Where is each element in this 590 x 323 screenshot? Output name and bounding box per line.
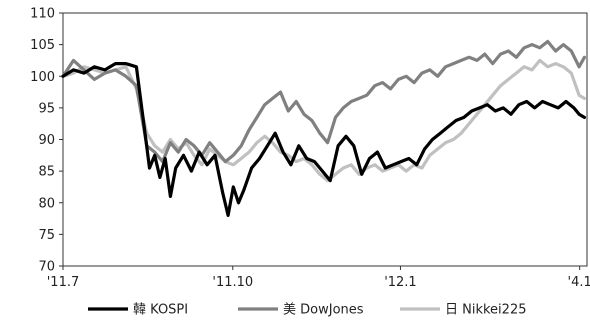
- y-tick-label: 90: [38, 133, 55, 148]
- x-tick-label: '12.1: [384, 275, 417, 290]
- y-tick-label: 85: [38, 165, 55, 180]
- x-tick-label: '11.10: [212, 275, 253, 290]
- series-line-2: [61, 58, 587, 183]
- y-tick-label: 70: [38, 260, 55, 275]
- y-axis: 70 75 80 85 90 95 100 105 110: [30, 7, 63, 275]
- legend: 韓 KOSPI 美 DowJones 日 Nikkei225: [88, 303, 527, 318]
- y-tick-label: 105: [30, 38, 55, 53]
- y-tick-label: 110: [30, 7, 55, 22]
- series-layer: [61, 39, 587, 217]
- y-tick-label: 80: [38, 196, 55, 211]
- legend-label-2: 日 Nikkei225: [445, 303, 527, 318]
- x-tick-label: '11.7: [47, 275, 80, 290]
- series-line-1: [61, 39, 587, 164]
- y-tick-label: 95: [38, 101, 55, 116]
- legend-label-1: 美 DowJones: [283, 303, 364, 318]
- y-tick-label: 75: [38, 228, 55, 243]
- series-line-0: [61, 61, 587, 217]
- legend-label-0: 韓 KOSPI: [133, 303, 188, 318]
- x-axis: '11.7 '11.10 '12.1 '4.1: [47, 266, 590, 290]
- x-tick-label: '4.1: [568, 275, 590, 290]
- y-tick-label: 100: [30, 70, 55, 85]
